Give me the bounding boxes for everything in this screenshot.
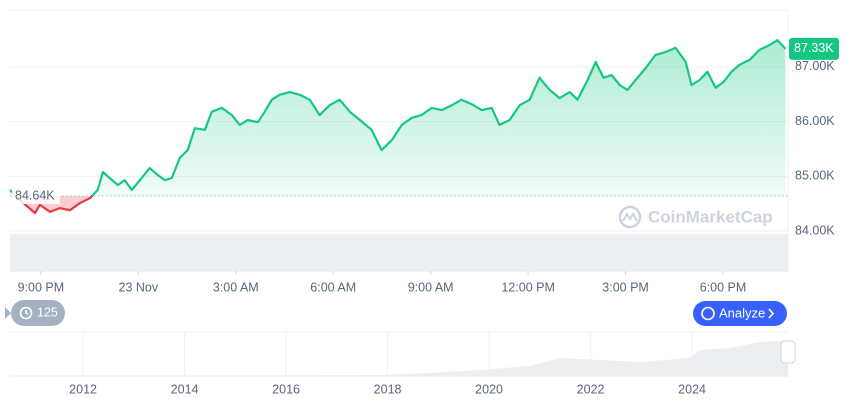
- volume-strip: [10, 234, 788, 271]
- current-label: 87.33K: [794, 41, 834, 55]
- history-button[interactable]: 125: [5, 300, 65, 326]
- overview-handle[interactable]: [780, 340, 796, 364]
- baseline-label: 84.64K: [15, 188, 55, 202]
- y-tick-label: 84.00K: [795, 223, 835, 237]
- history-count: 125: [37, 305, 58, 319]
- overview-tick-label: 2012: [69, 382, 97, 396]
- overview-tick-label: 2018: [374, 382, 402, 396]
- price-line: [9, 39, 787, 197]
- area-down: [10, 196, 786, 213]
- analyze-label: Analyze: [719, 305, 765, 320]
- overview-tick-label: 2020: [475, 382, 503, 396]
- x-tick-label: 3:00 PM: [602, 280, 649, 294]
- analyze-button[interactable]: Analyze: [693, 301, 787, 326]
- overview-tick-label: 2016: [272, 382, 300, 396]
- y-tick-label: 85.00K: [795, 169, 835, 183]
- overview-tick-label: 2022: [577, 382, 605, 396]
- x-tick-label: 23 Nov: [119, 280, 159, 294]
- watermark: CoinMarketCap: [618, 205, 773, 229]
- y-tick-label: 86.00K: [795, 114, 835, 128]
- x-tick-label: 3:00 AM: [213, 280, 259, 294]
- x-tick-label: 6:00 PM: [700, 280, 747, 294]
- overview-tick-label: 2014: [171, 382, 199, 396]
- overview-area: [10, 340, 788, 376]
- watermark-text: CoinMarketCap: [648, 207, 773, 226]
- baseline-tag: [12, 187, 60, 205]
- x-tick-label: 9:00 PM: [18, 280, 65, 294]
- current-tag: [789, 37, 839, 60]
- x-tick-label: 6:00 AM: [310, 280, 356, 294]
- x-tick-label: 9:00 AM: [408, 280, 454, 294]
- area-up: [10, 40, 786, 197]
- x-tick-label: 12:00 PM: [501, 280, 555, 294]
- y-tick-label: 87.00K: [795, 59, 835, 73]
- overview-tick-label: 2024: [678, 382, 706, 396]
